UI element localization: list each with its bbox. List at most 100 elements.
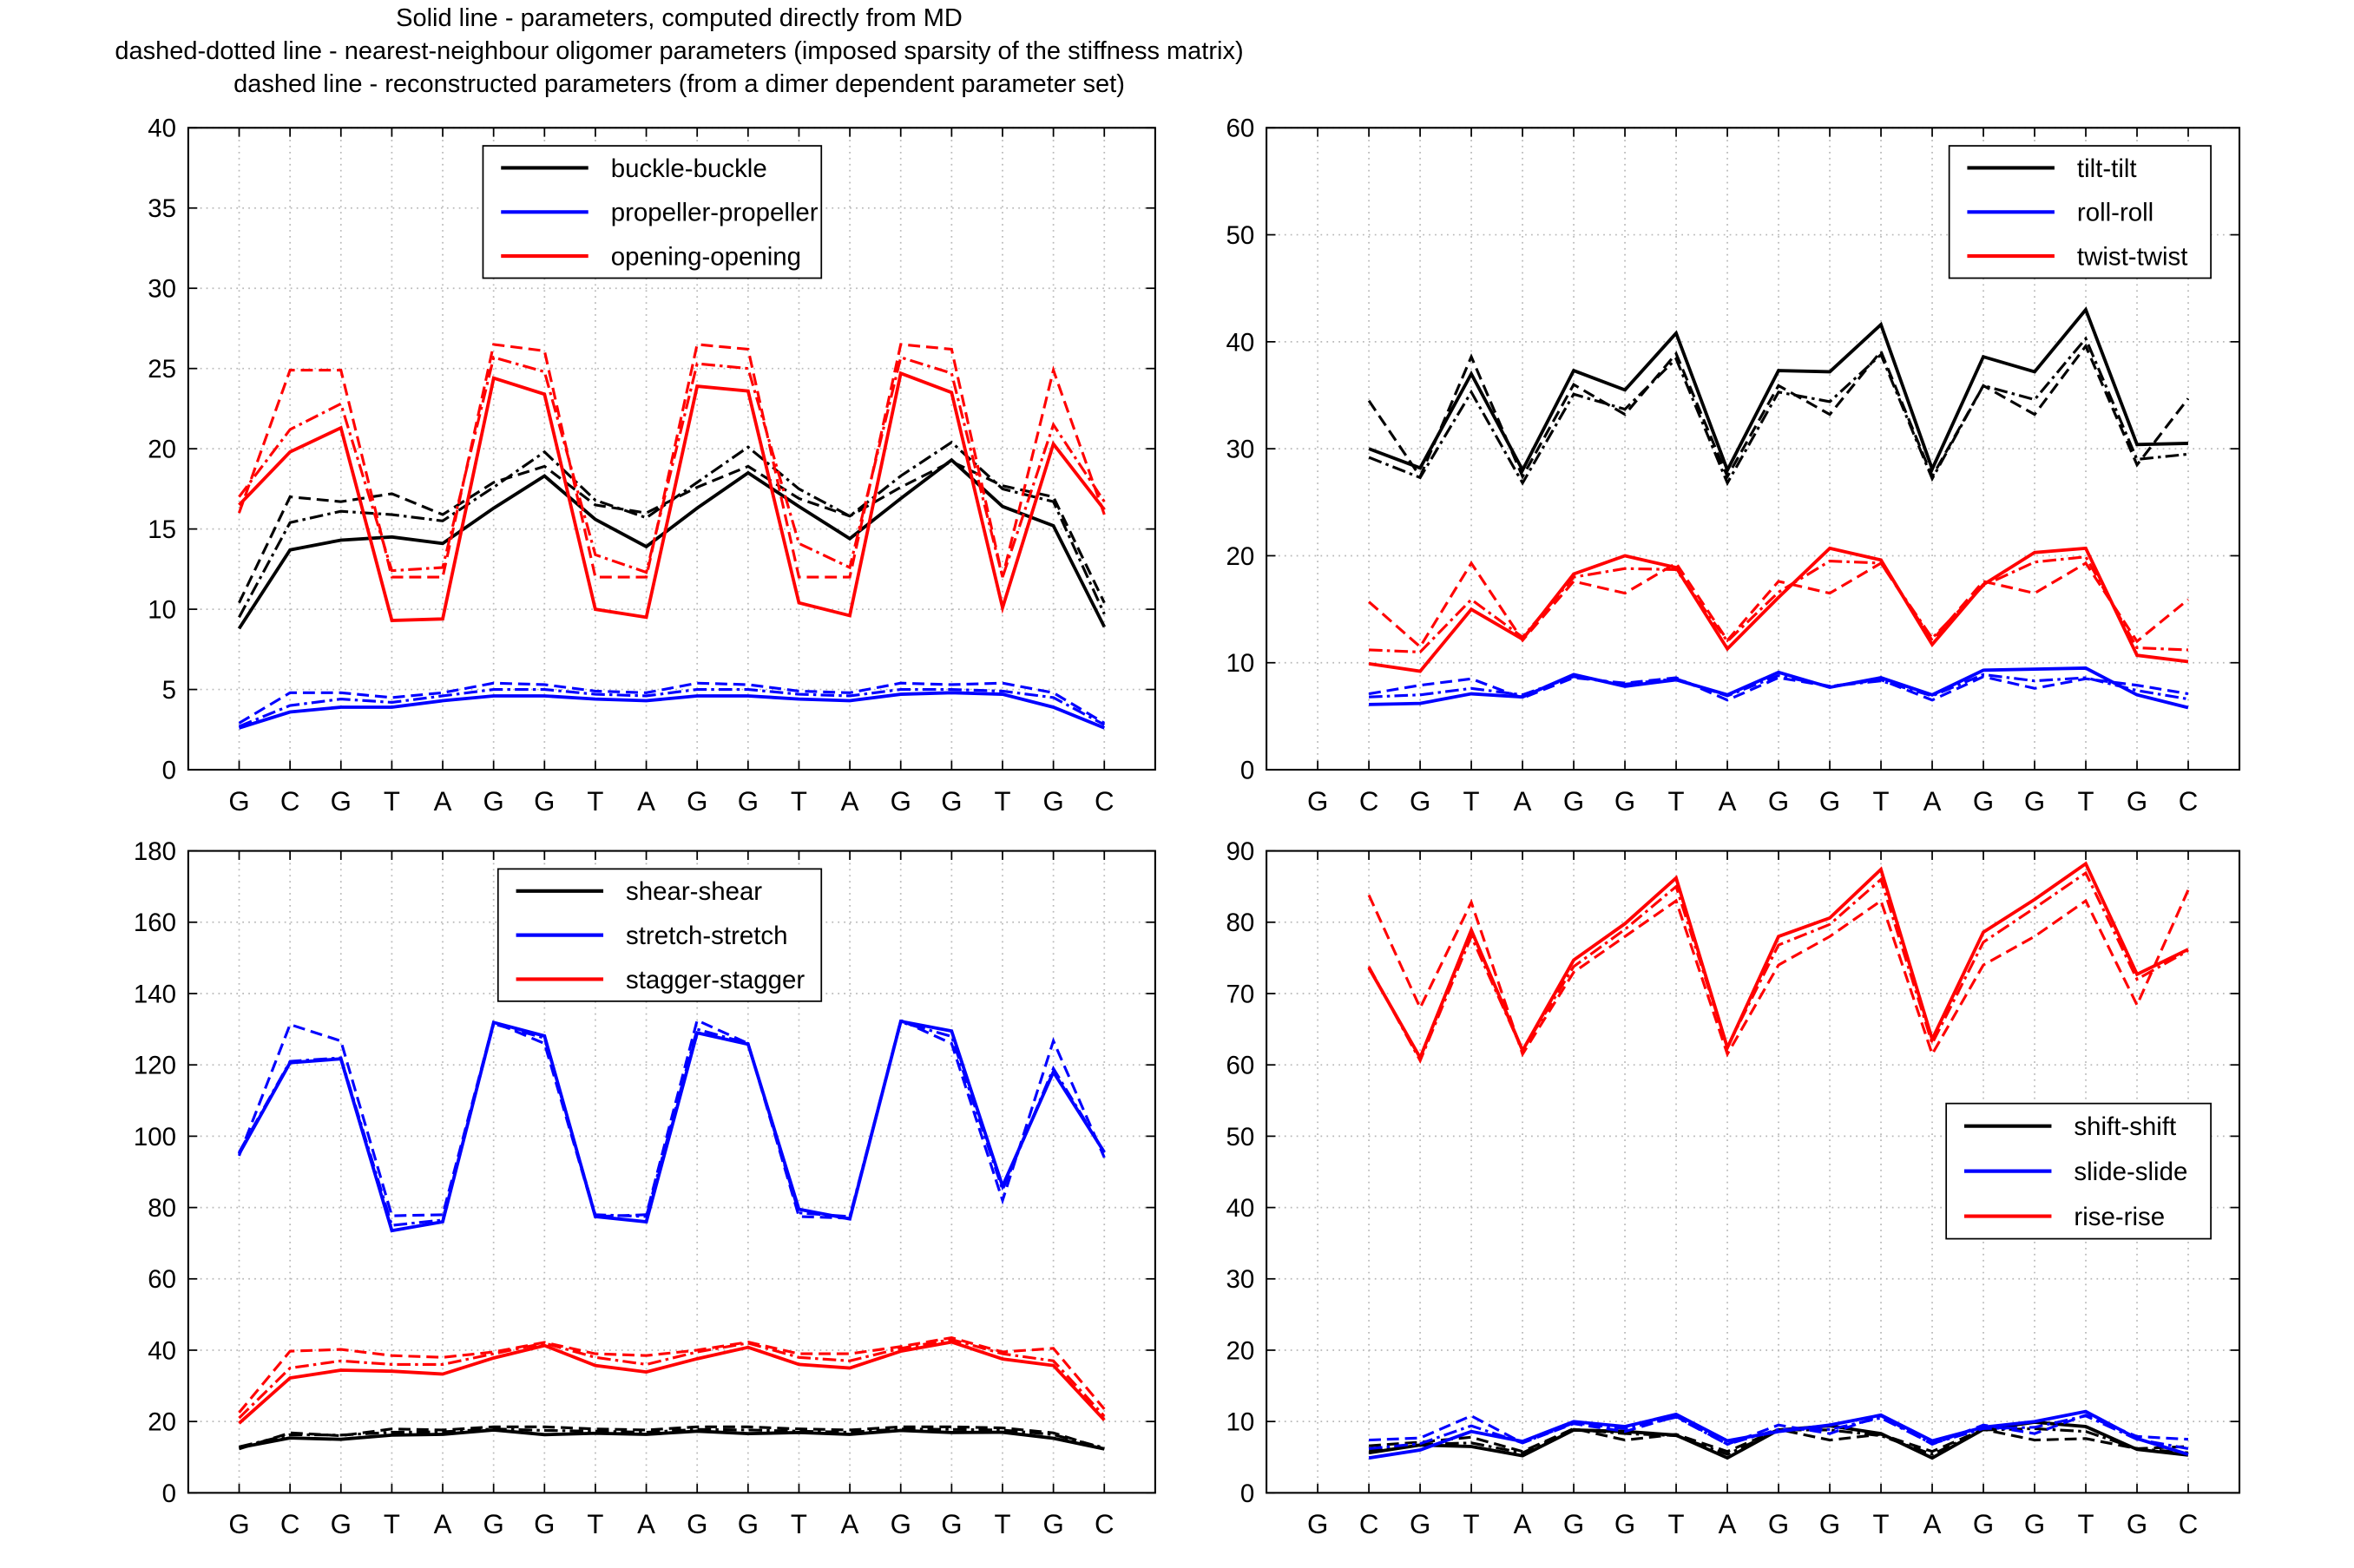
series-rise-rise-solid xyxy=(1367,861,2189,1062)
series-tilt-tilt-dashdot xyxy=(1368,336,2189,487)
y-tick-label: 70 xyxy=(1226,980,1254,1008)
x-tick-label: T xyxy=(791,1509,807,1539)
x-tick-label: G xyxy=(1768,1509,1789,1539)
x-tick-label: A xyxy=(841,786,859,817)
y-tick-label: 10 xyxy=(1226,649,1254,678)
x-tick-label: G xyxy=(1307,1509,1328,1539)
y-tick-label: 25 xyxy=(148,355,176,384)
series-stagger-stagger-solid xyxy=(238,1340,1106,1425)
y-tick-label: 10 xyxy=(148,595,176,624)
y-tick-label: 140 xyxy=(134,980,176,1008)
y-tick-label: 0 xyxy=(1240,1479,1254,1508)
x-tick-label: G xyxy=(1973,786,1994,817)
x-tick-label: C xyxy=(1095,786,1115,817)
legend-label: stagger-stagger xyxy=(626,966,805,994)
legend-label: buckle-buckle xyxy=(611,154,767,183)
series-slide-slide-dashed xyxy=(1369,1414,2189,1447)
y-tick-label: 100 xyxy=(134,1123,176,1151)
legend-label: roll-roll xyxy=(2077,199,2153,227)
x-tick-label: T xyxy=(994,786,1010,817)
x-tick-label: G xyxy=(941,786,962,817)
title-line-2: dashed-dotted line - nearest-neighbour o… xyxy=(115,37,1244,65)
y-tick-label: 60 xyxy=(1226,1052,1254,1080)
series-roll-roll-dashdot xyxy=(1369,672,2189,701)
x-tick-label: C xyxy=(280,786,300,817)
x-tick-label: A xyxy=(841,1509,859,1539)
legend-label: tilt-tilt xyxy=(2077,154,2137,183)
y-tick-label: 15 xyxy=(148,515,176,544)
y-tick-label: 60 xyxy=(148,1265,176,1294)
y-tick-label: 30 xyxy=(1226,1265,1254,1294)
x-tick-label: G xyxy=(1768,786,1789,817)
y-tick-label: 40 xyxy=(148,115,176,143)
x-tick-label: T xyxy=(1463,1509,1480,1539)
x-tick-label: G xyxy=(1563,1509,1584,1539)
x-tick-label: T xyxy=(1668,1509,1685,1539)
x-tick-label: T xyxy=(994,1509,1010,1539)
y-tick-label: 5 xyxy=(162,676,176,705)
legend: tilt-tilt roll-roll twist-twist xyxy=(1948,145,2212,279)
legend-label: slide-slide xyxy=(2074,1158,2187,1186)
series-rise-rise-dashed xyxy=(1367,889,2190,1058)
series-tilt-tilt-dashed xyxy=(1367,343,2190,480)
plot-frame xyxy=(1266,850,2241,1494)
x-tick-label: A xyxy=(1923,1509,1942,1539)
x-tick-label: C xyxy=(1095,1509,1115,1539)
y-tick-label: 50 xyxy=(1226,221,1254,250)
series-shear-shear-solid xyxy=(239,1428,1105,1451)
legend-label: stretch-stretch xyxy=(626,922,788,950)
x-tick-label: G xyxy=(1410,1509,1430,1539)
x-tick-label: G xyxy=(331,786,352,817)
x-tick-label: G xyxy=(941,1509,962,1539)
series-tilt-tilt-solid xyxy=(1368,306,2188,475)
legend-label: shift-shift xyxy=(2074,1112,2176,1141)
series-propeller-propeller-solid xyxy=(238,691,1106,730)
x-tick-label: G xyxy=(1819,786,1840,817)
legend: shear-shear stretch-stretch stagger-stagge… xyxy=(496,868,823,1002)
x-tick-label: G xyxy=(1042,786,1063,817)
series-opening-opening-dashed xyxy=(237,343,1106,579)
x-tick-label: G xyxy=(1819,1509,1840,1539)
plot-frame xyxy=(187,850,1156,1494)
x-tick-label: G xyxy=(534,786,555,817)
x-tick-label: A xyxy=(1923,786,1942,817)
x-tick-label: A xyxy=(1514,786,1532,817)
series-propeller-propeller-dashed xyxy=(238,681,1106,725)
x-tick-label: A xyxy=(1514,1509,1532,1539)
series-rise-rise-dashdot xyxy=(1367,870,2189,1064)
series-twist-twist-dashdot xyxy=(1369,555,2188,653)
x-tick-label: G xyxy=(534,1509,555,1539)
y-tick-label: 40 xyxy=(1226,328,1254,357)
x-tick-label: G xyxy=(687,786,707,817)
x-tick-label: G xyxy=(891,1509,911,1539)
x-tick-label: A xyxy=(637,786,655,817)
legend-label: shear-shear xyxy=(626,877,762,906)
x-tick-label: T xyxy=(791,786,807,817)
x-tick-label: T xyxy=(2078,1509,2094,1539)
y-tick-label: 30 xyxy=(1226,436,1254,464)
x-tick-label: G xyxy=(483,786,504,817)
x-tick-label: C xyxy=(2179,786,2199,817)
x-tick-label: T xyxy=(1463,786,1480,817)
series-roll-roll-dashed xyxy=(1368,675,2189,702)
y-tick-label: 35 xyxy=(148,194,176,223)
x-tick-label: G xyxy=(2127,1509,2147,1539)
y-tick-label: 60 xyxy=(1226,115,1254,143)
series-opening-opening-dashdot xyxy=(238,355,1106,582)
series-shift-shift-dashdot xyxy=(1368,1427,2189,1456)
x-tick-label: G xyxy=(1614,786,1635,817)
y-tick-label: 80 xyxy=(148,1194,176,1223)
y-tick-label: 20 xyxy=(1226,1336,1254,1365)
series-buckle-buckle-solid xyxy=(237,457,1107,630)
series-slide-slide-solid xyxy=(1368,1409,2189,1460)
x-tick-label: G xyxy=(891,786,911,817)
x-tick-label: A xyxy=(1719,786,1737,817)
x-tick-label: G xyxy=(331,1509,352,1539)
x-tick-label: G xyxy=(2127,786,2147,817)
x-tick-label: G xyxy=(228,1509,249,1539)
legend: shift-shift slide-slide rise-rise xyxy=(1945,1102,2212,1240)
y-tick-label: 50 xyxy=(1226,1123,1254,1151)
